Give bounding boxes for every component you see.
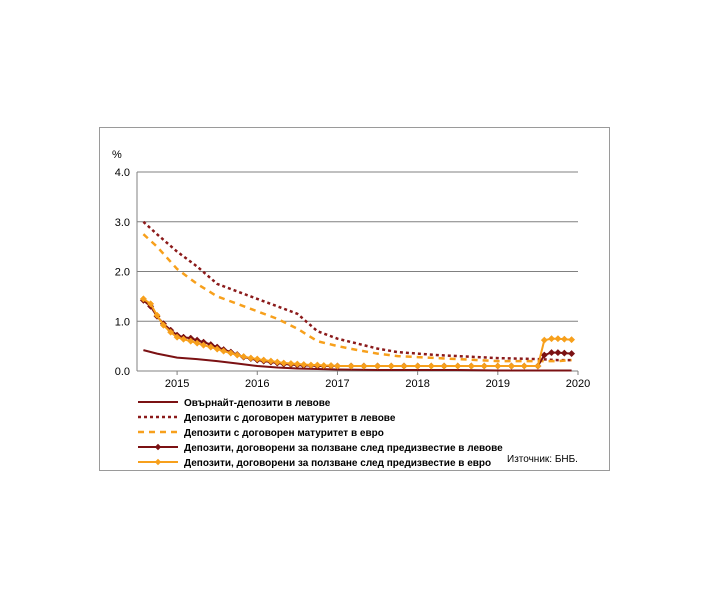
- data-point: [440, 362, 448, 370]
- axis-layer: 0.0 1.0 2.0 3.0 4.0 2015 2016 2017 2018 2019 2020: [115, 167, 591, 390]
- data-point: [360, 362, 368, 370]
- source-note: Източник: БНБ.: [507, 454, 578, 465]
- data-point: [167, 328, 175, 336]
- data-point: [507, 362, 516, 370]
- data-point: [280, 359, 288, 367]
- data-point: [207, 343, 215, 351]
- data-point: [253, 355, 261, 363]
- data-point: [480, 362, 488, 370]
- data-point: [540, 336, 548, 344]
- y-tick-label: 2.0: [115, 267, 130, 279]
- data-point: [153, 311, 161, 319]
- data-point: [520, 362, 528, 370]
- legend-label: Депозити с договорен матуритет в левове: [184, 413, 396, 424]
- data-point: [373, 362, 382, 370]
- legend-marker: [154, 443, 162, 451]
- x-tick-label: 2020: [566, 378, 590, 390]
- chart-frame: 0.0 1.0 2.0 3.0 4.0 2015 2016 2017 2018 2019 2020 …: [99, 127, 610, 471]
- legend-label: Депозити, договорени за ползване след пр…: [184, 443, 503, 454]
- data-point: [333, 362, 342, 370]
- x-tick-label: 2019: [486, 378, 510, 390]
- data-point: [267, 357, 275, 365]
- x-tick-label: 2017: [325, 378, 349, 390]
- y-unit-label: %: [112, 149, 122, 161]
- data-point: [220, 347, 228, 355]
- data-point: [187, 337, 195, 345]
- data-point: [347, 362, 355, 370]
- data-point: [320, 361, 328, 370]
- legend: Овърнайт-депозити в левове Депозити с дог…: [138, 398, 503, 469]
- series-line-5: [142, 298, 572, 367]
- data-point: [193, 339, 201, 347]
- data-point: [173, 333, 181, 341]
- series-line-3: [142, 233, 572, 363]
- legend-marker: [154, 458, 162, 466]
- data-point: [547, 349, 556, 357]
- data-point: [327, 361, 335, 370]
- series-line-4: [142, 299, 572, 367]
- x-tick-label: 2015: [165, 378, 189, 390]
- y-tick-label: 1.0: [115, 316, 130, 328]
- data-point: [414, 362, 422, 370]
- data-point: [560, 349, 568, 357]
- data-point: [260, 356, 268, 364]
- grid-layer: [137, 171, 578, 322]
- data-point: [287, 359, 295, 368]
- y-tick-label: 0.0: [115, 366, 130, 378]
- data-point: [240, 353, 248, 361]
- data-point: [247, 354, 255, 362]
- legend-label: Депозити, договорени за ползване след пр…: [184, 458, 491, 469]
- data-point: [293, 360, 301, 368]
- legend-label: Овърнайт-депозити в левове: [184, 398, 331, 409]
- x-tick-label: 2016: [245, 378, 269, 390]
- legend-label: Депозити с договорен матуритет в евро: [184, 428, 384, 439]
- data-point: [568, 336, 576, 344]
- data-point: [467, 362, 475, 370]
- y-tick-label: 4.0: [115, 167, 130, 179]
- data-point: [494, 362, 502, 370]
- series-layer: [139, 220, 576, 372]
- data-point: [179, 335, 188, 343]
- data-point: [139, 295, 147, 303]
- data-point: [233, 351, 241, 359]
- data-point: [568, 350, 576, 358]
- data-point: [307, 361, 315, 369]
- data-point: [313, 361, 321, 369]
- data-point: [387, 362, 395, 370]
- data-point: [547, 335, 556, 343]
- series-line-2: [142, 220, 572, 362]
- data-point: [159, 321, 168, 329]
- data-point: [147, 300, 155, 308]
- data-point: [213, 345, 221, 353]
- x-tick-label: 2018: [405, 378, 429, 390]
- data-point: [560, 335, 568, 343]
- data-point: [427, 362, 435, 370]
- data-point: [227, 349, 235, 357]
- data-point: [540, 351, 548, 359]
- data-point: [454, 362, 462, 370]
- data-point: [554, 335, 562, 343]
- data-point: [400, 362, 408, 370]
- data-point: [534, 362, 542, 370]
- y-tick-label: 3.0: [115, 217, 130, 229]
- data-point: [273, 358, 281, 366]
- data-point: [199, 341, 208, 349]
- data-point: [554, 349, 562, 357]
- data-point: [300, 360, 308, 369]
